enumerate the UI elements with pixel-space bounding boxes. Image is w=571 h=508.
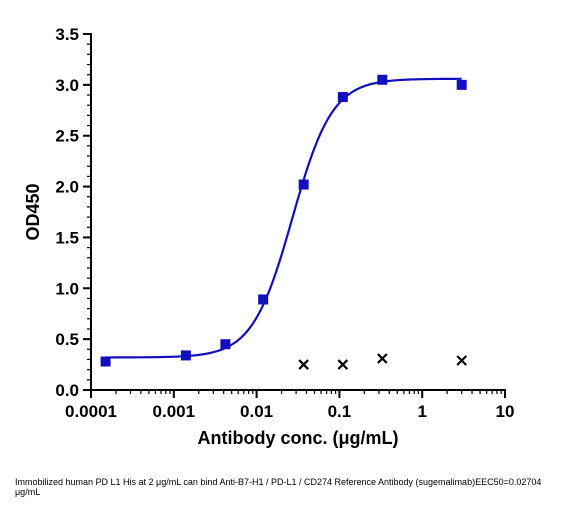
y-tick-label: 2.0 [55, 178, 79, 197]
points-layer [100, 74, 467, 370]
dose-response-chart: 0.0 0.5 1.0 1.5 2.0 2.5 3.0 3.5 0.0001 0.001 0.01 0… [23, 25, 514, 448]
data-point-x [337, 359, 349, 370]
data-point-square [456, 79, 467, 90]
x-tick-label: 1 [417, 402, 426, 421]
data-point-square [377, 74, 388, 85]
data-point-x [377, 353, 388, 364]
y-tick-label: 1.0 [55, 279, 79, 298]
x-tick-label: 0.001 [153, 402, 196, 421]
y-tick-label: 1.5 [55, 228, 79, 247]
y-axis-title: OD450 [23, 183, 43, 240]
y-tick-label: 2.5 [55, 127, 79, 146]
data-point-square [298, 179, 309, 190]
chart-caption: Immobilized human PD L1 His at 2 μg/mL c… [15, 477, 542, 497]
x-tick-label: 0.0001 [65, 402, 117, 421]
fit-curve [105, 77, 462, 359]
x-tick-label: 0.1 [328, 402, 352, 421]
x-tick-label: 10 [496, 402, 515, 421]
axes-layer: 0.0 0.5 1.0 1.5 2.0 2.5 3.0 3.5 0.0001 0.001 0.01 0… [55, 25, 514, 421]
data-point-square [258, 294, 269, 305]
data-point-square [180, 350, 191, 361]
y-tick-label: 3.5 [55, 25, 79, 44]
data-point-square [100, 356, 111, 367]
data-point-x [298, 359, 309, 370]
x-tick-label: 0.01 [240, 402, 273, 421]
y-tick-label: 0.0 [55, 381, 79, 400]
x-axis-title: Antibody conc. (μg/mL) [198, 428, 399, 448]
data-point-square [220, 339, 231, 350]
data-point-x [456, 355, 467, 366]
y-tick-label: 0.5 [55, 330, 79, 349]
y-tick-label: 3.0 [55, 76, 79, 95]
data-point-square [337, 92, 348, 103]
